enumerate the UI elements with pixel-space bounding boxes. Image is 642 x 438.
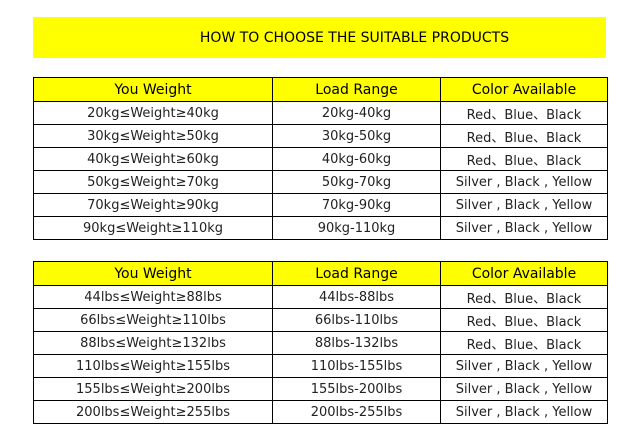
table-row: 30kg≤Weight≥50kg 30kg-50kg Red、Blue、Black: [33, 124, 608, 148]
table-cell: 70kg≤Weight≥90kg: [33, 193, 273, 217]
table-cell: Silver , Black , Yellow: [440, 170, 608, 194]
header-row: You Weight Load Range Color Available: [33, 77, 608, 102]
table-cell: 90kg≤Weight≥110kg: [33, 216, 273, 240]
header-row: You Weight Load Range Color Available: [33, 261, 608, 286]
table-cell: Red、Blue、Black: [440, 331, 608, 355]
title: HOW TO CHOOSE THE SUITABLE PRODUCTS: [199, 29, 510, 46]
table-cell: 40kg≤Weight≥60kg: [33, 147, 273, 171]
table-row: 20kg≤Weight≥40kg 20kg-40kg Red、Blue、Black: [33, 101, 608, 125]
table-cell: 88lbs-132lbs: [272, 331, 441, 355]
table-cell: Red、Blue、Black: [440, 147, 608, 171]
table-row: 40kg≤Weight≥60kg 40kg-60kg Red、Blue、Black: [33, 147, 608, 171]
table-cell: 155lbs≤Weight≥200lbs: [33, 377, 273, 401]
table-cell: 20kg-40kg: [272, 101, 441, 125]
table-cell: Red、Blue、Black: [440, 101, 608, 125]
table-row: 90kg≤Weight≥110kg 90kg-110kg Silver , Blac…: [33, 216, 608, 240]
table-cell: 155lbs-200lbs: [272, 377, 441, 401]
table-row: 200lbs≤Weight≥255lbs 200lbs-255lbs Silver …: [33, 400, 608, 424]
table-row: 70kg≤Weight≥90kg 70kg-90kg Silver , Black …: [33, 193, 608, 217]
header-cell: You Weight: [33, 77, 273, 102]
table-cell: 66lbs-110lbs: [272, 308, 441, 332]
table-cell: 200lbs-255lbs: [272, 400, 441, 424]
table-cell: Red、Blue、Black: [440, 308, 608, 332]
table-cell: 30kg≤Weight≥50kg: [33, 124, 273, 148]
size-table: You Weight Load Range Color Available 44lbs…: [33, 261, 608, 424]
table-cell: Silver , Black , Yellow: [440, 193, 608, 217]
table-cell: 200lbs≤Weight≥255lbs: [33, 400, 273, 424]
table-row: 44lbs≤Weight≥88lbs 44lbs-88lbs Red、Blue、Bl…: [33, 285, 608, 309]
table-cell: 66lbs≤Weight≥110lbs: [33, 308, 273, 332]
table-cell: Silver , Black , Yellow: [440, 377, 608, 401]
table-cell: Silver , Black , Yellow: [440, 354, 608, 378]
table-cell: 70kg-90kg: [272, 193, 441, 217]
table-cell: 20kg≤Weight≥40kg: [33, 101, 273, 125]
table-cell: Red、Blue、Black: [440, 285, 608, 309]
table-cell: 44lbs≤Weight≥88lbs: [33, 285, 273, 309]
table-cell: 110lbs-155lbs: [272, 354, 441, 378]
table-row: 50kg≤Weight≥70kg 50kg-70kg Silver , Black …: [33, 170, 608, 194]
header-cell: Load Range: [272, 261, 441, 286]
table-cell: 88lbs≤Weight≥132lbs: [33, 331, 273, 355]
table-cell: Silver , Black , Yellow: [440, 400, 608, 424]
title-banner: HOW TO CHOOSE THE SUITABLE PRODUCTS: [33, 17, 606, 58]
table-row: 66lbs≤Weight≥110lbs 66lbs-110lbs Red、Blue、…: [33, 308, 608, 332]
table-cell: Silver , Black , Yellow: [440, 216, 608, 240]
table-cell: 90kg-110kg: [272, 216, 441, 240]
table-cell: 40kg-60kg: [272, 147, 441, 171]
header-cell: Load Range: [272, 77, 441, 102]
table-cell: 30kg-50kg: [272, 124, 441, 148]
table-row: 110lbs≤Weight≥155lbs 110lbs-155lbs Silver …: [33, 354, 608, 378]
table-cell: 50kg≤Weight≥70kg: [33, 170, 273, 194]
table-cell: 44lbs-88lbs: [272, 285, 441, 309]
header-cell: Color Available: [440, 77, 608, 102]
size-table: You Weight Load Range Color Available 20kg≤…: [33, 77, 608, 240]
header-cell: You Weight: [33, 261, 273, 286]
table-cell: 50kg-70kg: [272, 170, 441, 194]
table-row: 88lbs≤Weight≥132lbs 88lbs-132lbs Red、Blue、…: [33, 331, 608, 355]
table-cell: Red、Blue、Black: [440, 124, 608, 148]
table-cell: 110lbs≤Weight≥155lbs: [33, 354, 273, 378]
table-row: 155lbs≤Weight≥200lbs 155lbs-200lbs Silver …: [33, 377, 608, 401]
header-cell: Color Available: [440, 261, 608, 286]
